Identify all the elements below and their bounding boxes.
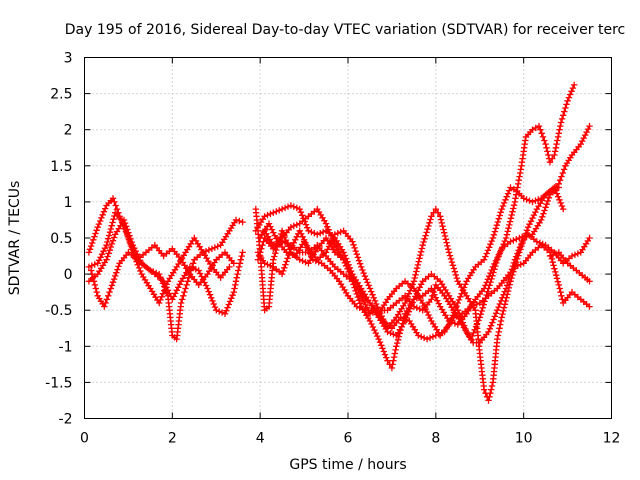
- y-tick-label: -0.5: [45, 303, 72, 319]
- series-markers: [252, 184, 562, 372]
- series-markers: [261, 227, 593, 339]
- y-tick-label: 2: [64, 123, 73, 139]
- chart-title: Day 195 of 2016, Sidereal Day-to-day VTE…: [65, 22, 625, 38]
- data-series: [85, 81, 593, 404]
- y-tick-label: 1: [64, 195, 73, 211]
- x-tick-label: 6: [344, 431, 353, 447]
- series-3: [87, 242, 237, 310]
- y-axis-label: SDTVAR / TECUs: [7, 181, 23, 296]
- series-5: [252, 184, 562, 372]
- series-11: [546, 249, 593, 285]
- x-axis-label: GPS time / hours: [289, 457, 406, 473]
- y-tick-labels: -2 -1.5 -1 -0.5 0 0.5 1 1.5 2 2.5 3: [45, 51, 72, 428]
- series-markers: [546, 249, 593, 285]
- y-tick-label: -2: [59, 412, 73, 428]
- series-markers: [87, 242, 237, 310]
- x-tick-label: 10: [515, 431, 533, 447]
- series-10: [261, 227, 593, 339]
- x-tick-label: 2: [168, 431, 177, 447]
- series-6: [252, 81, 578, 343]
- y-tick-label: 2.5: [50, 87, 72, 103]
- x-tick-label: 4: [256, 431, 265, 447]
- x-tick-label: 0: [80, 431, 89, 447]
- series-line: [264, 230, 590, 337]
- y-tick-label: 1.5: [50, 159, 72, 175]
- y-tick-label: -1.5: [45, 375, 72, 391]
- x-tick-label: 8: [431, 431, 440, 447]
- axis-ticks: [84, 57, 612, 419]
- series-4: [85, 209, 233, 307]
- y-tick-label: 3: [64, 51, 73, 67]
- series-markers: [257, 220, 593, 343]
- y-tick-label: -1: [59, 339, 73, 355]
- series-9: [257, 220, 593, 343]
- series-markers: [85, 209, 233, 307]
- x-tick-labels: 0 2 4 6 8 10 12: [80, 431, 620, 447]
- y-tick-label: 0.5: [50, 231, 72, 247]
- x-tick-label: 12: [603, 431, 621, 447]
- y-tick-label: 0: [64, 267, 73, 283]
